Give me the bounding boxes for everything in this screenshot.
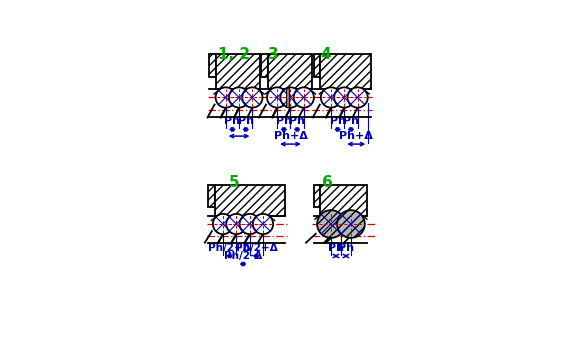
Text: Ph: Ph: [238, 116, 254, 126]
Bar: [215, 54, 260, 90]
Bar: [215, 54, 260, 90]
Bar: [261, 54, 268, 78]
Bar: [268, 54, 312, 90]
Bar: [313, 54, 320, 78]
Text: Ph: Ph: [329, 116, 346, 126]
Bar: [320, 54, 371, 90]
Bar: [320, 54, 371, 90]
Text: Ph+Δ: Ph+Δ: [339, 131, 373, 140]
Text: Ph: Ph: [338, 243, 354, 253]
Bar: [286, 88, 289, 107]
Bar: [214, 185, 285, 216]
Circle shape: [294, 87, 314, 108]
Text: Ph: Ph: [225, 116, 241, 126]
Circle shape: [253, 214, 273, 234]
Text: 5: 5: [229, 175, 239, 190]
Circle shape: [226, 214, 246, 234]
Bar: [268, 54, 312, 90]
Bar: [313, 54, 320, 78]
Text: Ph: Ph: [328, 243, 344, 253]
Text: Ph/2+Δ: Ph/2+Δ: [235, 243, 278, 253]
Circle shape: [280, 87, 301, 108]
Bar: [214, 185, 285, 216]
Text: 4: 4: [320, 47, 331, 62]
Text: Ph: Ph: [289, 116, 305, 126]
Circle shape: [229, 87, 249, 108]
Circle shape: [337, 210, 365, 238]
Text: Ph: Ph: [276, 116, 292, 126]
Bar: [320, 185, 367, 216]
Bar: [313, 185, 320, 207]
Text: Ph/2-Δ: Ph/2-Δ: [224, 251, 262, 261]
Text: 6: 6: [321, 175, 332, 190]
Bar: [208, 185, 214, 207]
Text: Ph+Δ: Ph+Δ: [273, 131, 307, 140]
Circle shape: [334, 87, 355, 108]
Bar: [209, 54, 215, 78]
Bar: [209, 54, 215, 78]
Circle shape: [317, 210, 345, 238]
Text: Ph/2+Δ: Ph/2+Δ: [209, 243, 251, 253]
Text: 1, 2: 1, 2: [218, 47, 250, 62]
Bar: [261, 54, 268, 78]
Bar: [313, 185, 320, 207]
Circle shape: [213, 214, 233, 234]
Circle shape: [240, 214, 260, 234]
Circle shape: [242, 87, 262, 108]
Text: 3: 3: [268, 47, 279, 62]
Circle shape: [321, 87, 341, 108]
Circle shape: [215, 87, 236, 108]
Circle shape: [347, 87, 368, 108]
Bar: [208, 185, 214, 207]
Circle shape: [267, 87, 287, 108]
Bar: [320, 185, 367, 216]
Text: Ph: Ph: [343, 116, 359, 126]
